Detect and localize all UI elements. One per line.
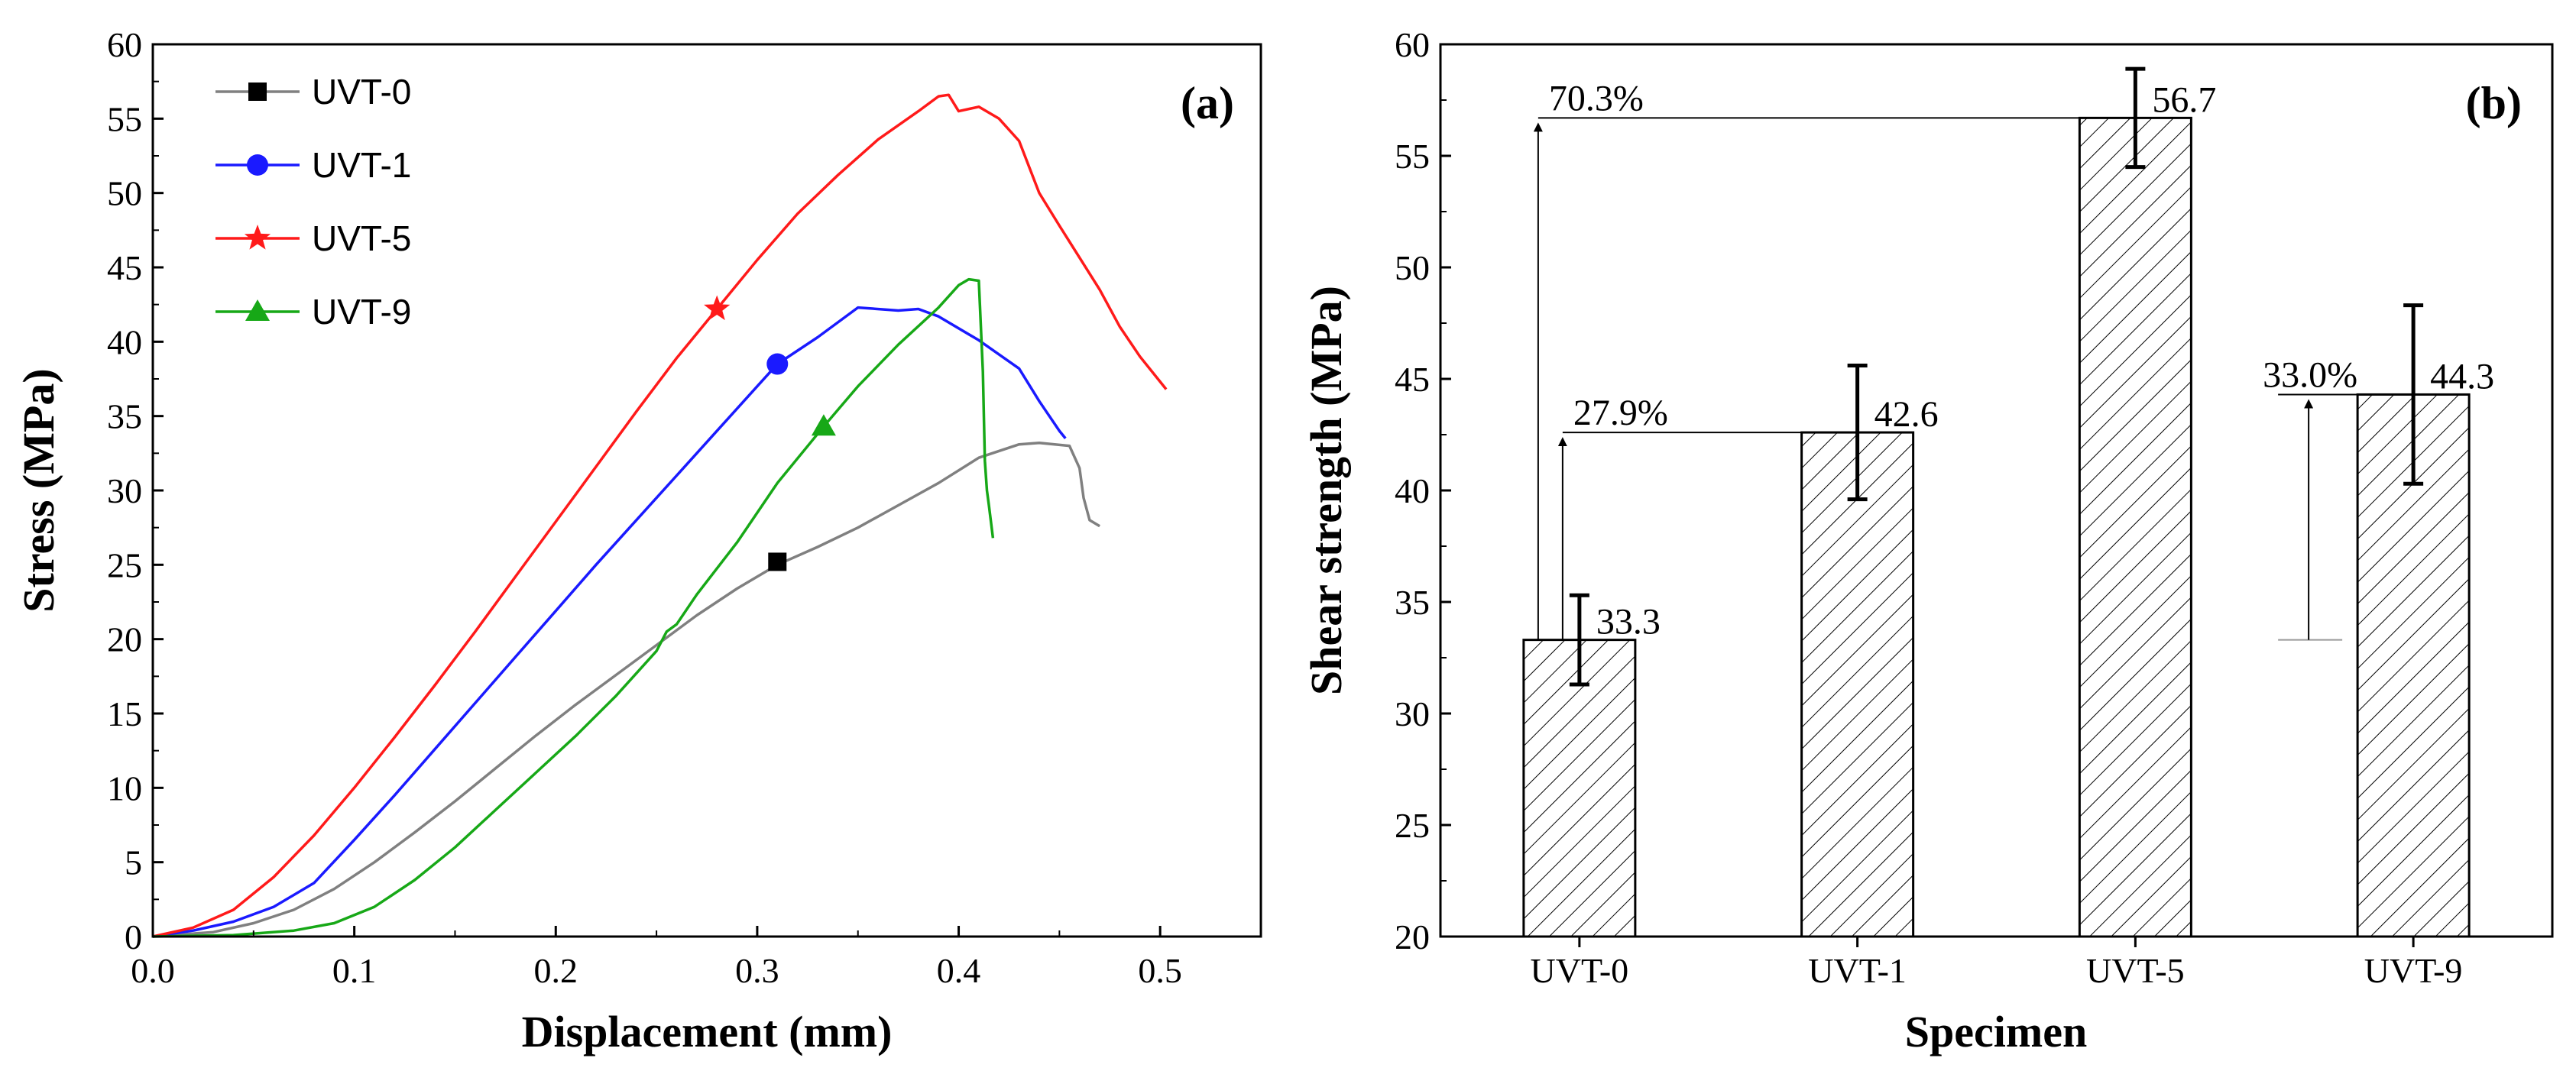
- series-marker-uvt-9: [811, 414, 836, 436]
- legend-label-uvt-5: UVT-5: [312, 218, 411, 258]
- a-ytick-label-9: 45: [107, 248, 142, 287]
- a-xtick-label-4: 0.4: [937, 951, 981, 990]
- legend-marker-uvt-9: [245, 299, 270, 321]
- legend-label-uvt-1: UVT-1: [312, 145, 411, 185]
- legend-marker-uvt-1: [247, 154, 268, 176]
- panel-b-label: (b): [2466, 78, 2522, 128]
- panel-a-xlabel: Displacement (mm): [522, 1007, 893, 1056]
- legend-label-uvt-0: UVT-0: [312, 72, 411, 112]
- panel-a-markers: [704, 295, 836, 571]
- errorbar-uvt-5: [2125, 66, 2146, 170]
- b-xtick-label-uvt-9: UVT-9: [2364, 951, 2463, 990]
- a-ytick-label-10: 50: [107, 174, 142, 213]
- a-xtick-label-1: 0.1: [332, 951, 377, 990]
- b-xtick-label-uvt-0: UVT-0: [1531, 951, 1629, 990]
- a-xtick-label-2: 0.2: [534, 951, 578, 990]
- annotation-label-3: 33.0%: [2263, 354, 2357, 395]
- b-ytick-label-2: 30: [1395, 694, 1430, 733]
- panel-a: 0 5 10 15 20 25 30 35 40 45 50 55 60 0.0 0.1 0.2 0.3 0.4 0…: [14, 25, 1262, 1056]
- panel-b-ticks: 20 25 30 35 40 45 50 55 60 UVT-0 UVT-1 UVT-5 UVT-9: [1395, 25, 2462, 990]
- panel-b-xlabel: Specimen: [1905, 1007, 2087, 1056]
- b-ytick-label-4: 40: [1395, 471, 1430, 510]
- series-marker-uvt-0: [768, 552, 787, 571]
- b-ytick-label-5: 45: [1395, 360, 1430, 399]
- panel-b-value-labels: 33.3 42.6 56.7 44.3: [1596, 79, 2494, 642]
- b-ytick-label-3: 35: [1395, 583, 1430, 622]
- panel-a-ylabel: Stress (MPa): [14, 368, 63, 612]
- annotation-3: 33.0%: [2263, 354, 2358, 641]
- a-ytick-label-1: 5: [125, 843, 142, 882]
- a-ytick-label-8: 40: [107, 322, 142, 361]
- b-xtick-label-uvt-5: UVT-5: [2086, 951, 2185, 990]
- panel-a-label: (a): [1181, 78, 1234, 128]
- a-ytick-label-12: 60: [107, 25, 142, 64]
- series-line-uvt-5: [152, 93, 1168, 938]
- annotation-label-1: 70.3%: [1549, 78, 1644, 118]
- panel-b-bars: [1522, 116, 2471, 938]
- legend-marker-uvt-5: [244, 225, 271, 250]
- a-xtick-label-5: 0.5: [1138, 951, 1182, 990]
- bar-uvt-5: [2078, 116, 2192, 938]
- a-ytick-label-2: 10: [107, 768, 142, 807]
- errorbar-uvt-9: [2403, 303, 2424, 486]
- a-ytick-label-4: 20: [107, 620, 142, 659]
- b-xtick-label-uvt-1: UVT-1: [1808, 951, 1907, 990]
- panel-b-errorbars: [1569, 66, 2424, 687]
- a-xtick-label-3: 0.3: [735, 951, 779, 990]
- annotation-1: 70.3%: [1533, 78, 2080, 640]
- a-ytick-label-11: 55: [107, 99, 142, 138]
- panel-a-legend: UVT-0 UVT-1 UVT-5 UVT-9: [215, 72, 411, 332]
- panel-a-ticks: 0 5 10 15 20 25 30 35 40 45 50 55 60 0.0 0.1 0.2 0.3 0.4 0…: [107, 25, 1182, 990]
- panel-a-lines: [152, 93, 1168, 938]
- annotation-label-2: 27.9%: [1573, 393, 1668, 433]
- b-ytick-label-6: 50: [1395, 248, 1430, 287]
- annotation-2: 27.9%: [1557, 393, 1802, 640]
- panel-b-ylabel: Shear strength (MPa): [1301, 286, 1351, 695]
- series-line-uvt-9: [152, 277, 995, 938]
- value-label-uvt-0: 33.3: [1596, 602, 1661, 642]
- a-xtick-label-0: 0.0: [131, 951, 175, 990]
- a-ytick-label-7: 35: [107, 397, 142, 436]
- series-marker-uvt-5: [704, 295, 731, 321]
- b-ytick-label-8: 60: [1395, 25, 1430, 64]
- a-ytick-label-6: 30: [107, 471, 142, 510]
- value-label-uvt-1: 42.6: [1874, 394, 1939, 435]
- a-ytick-label-3: 15: [107, 694, 142, 733]
- panel-b: 70.3% 27.9% 33.0% 20 25 30 35 40 45 50 55 60 UVT-0 U…: [1301, 25, 2554, 1056]
- a-ytick-label-0: 0: [125, 917, 142, 956]
- errorbar-uvt-0: [1569, 593, 1589, 687]
- a-ytick-label-5: 25: [107, 545, 142, 584]
- legend-marker-uvt-0: [248, 83, 267, 101]
- b-ytick-label-7: 55: [1395, 137, 1430, 176]
- bar-uvt-1: [1800, 431, 1915, 938]
- bar-uvt-0: [1522, 639, 1637, 938]
- legend-label-uvt-9: UVT-9: [312, 292, 411, 332]
- series-marker-uvt-1: [766, 353, 789, 375]
- b-ytick-label-0: 20: [1395, 917, 1430, 956]
- series-line-uvt-1: [152, 306, 1067, 938]
- b-ytick-label-1: 25: [1395, 806, 1430, 845]
- series-line-uvt-0: [152, 441, 1100, 938]
- panel-b-annotations: 70.3% 27.9% 33.0%: [1533, 78, 2358, 641]
- value-label-uvt-9: 44.3: [2430, 356, 2494, 396]
- errorbar-uvt-1: [1847, 363, 1868, 502]
- value-label-uvt-5: 56.7: [2152, 79, 2216, 120]
